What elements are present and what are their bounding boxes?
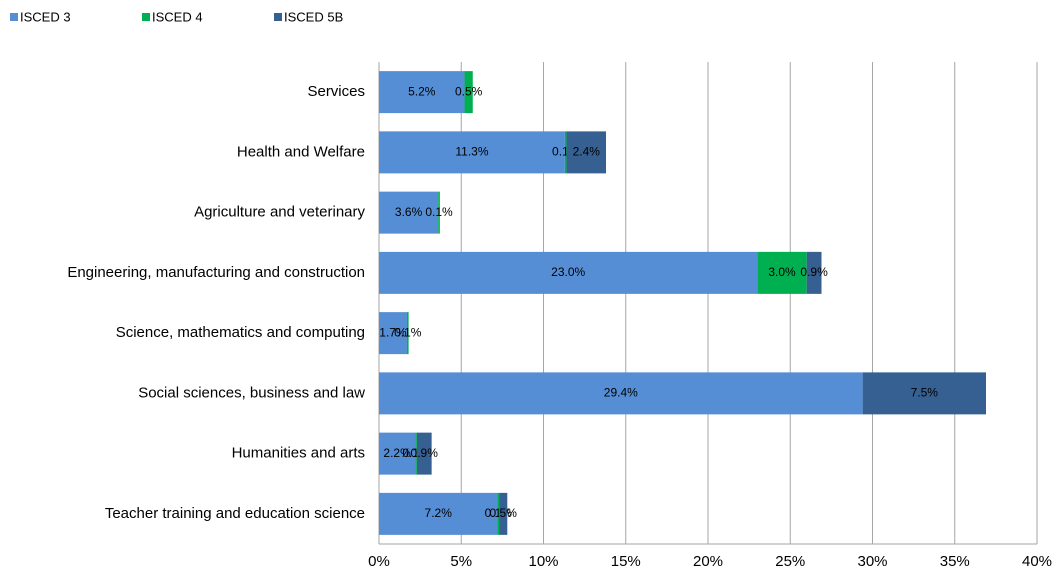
value-label: 7.2% [425, 506, 453, 520]
bar-segment [379, 131, 565, 174]
value-label: 5.2% [408, 84, 436, 98]
value-label: 0.1% [425, 205, 453, 219]
value-label: 0.9% [411, 446, 439, 460]
bar-segment [379, 312, 407, 355]
x-tick-label: 0% [368, 553, 390, 570]
value-label: 1.7% [379, 325, 407, 339]
legend-label: ISCED 5B [284, 9, 343, 24]
value-label: 0.5% [490, 506, 518, 520]
x-tick-label: 15% [611, 553, 641, 570]
value-label: 7.5% [911, 386, 939, 400]
bar-segment [415, 432, 417, 475]
legend-label: ISCED 3 [20, 9, 71, 24]
category-label: Engineering, manufacturing and construct… [67, 264, 365, 281]
bar-segment [499, 492, 508, 535]
legend-label: ISCED 4 [152, 9, 203, 24]
value-label: 23.0% [551, 265, 585, 279]
value-label: 3.0% [768, 265, 796, 279]
x-tick-label: 10% [528, 553, 558, 570]
bar-segment [438, 191, 440, 234]
bar-segment [564, 131, 567, 174]
bar-segment [464, 71, 473, 114]
category-label: Teacher training and education science [105, 505, 365, 522]
bar-segment [757, 251, 807, 294]
x-tick-label: 30% [857, 553, 887, 570]
value-label: 3.6% [395, 205, 423, 219]
category-label: Science, mathematics and computing [116, 324, 365, 341]
bar-segment [379, 492, 498, 535]
x-tick-label: 35% [940, 553, 970, 570]
legend-swatch [274, 13, 282, 21]
bar-segment [406, 312, 409, 355]
x-tick-label: 5% [450, 553, 472, 570]
legend-swatch [10, 13, 18, 21]
x-tick-label: 20% [693, 553, 723, 570]
bar-segment [379, 251, 758, 294]
legend-swatch [142, 13, 150, 21]
category-label: Humanities and arts [232, 445, 365, 462]
category-label: Agriculture and veterinary [194, 204, 365, 221]
bar-segment [566, 131, 607, 174]
category-label: Social sciences, business and law [138, 384, 365, 401]
value-label: 29.4% [604, 386, 638, 400]
bar-segment [379, 71, 465, 114]
value-label: 2.4% [573, 145, 601, 159]
value-label: 11.3% [455, 145, 488, 159]
bar-segment [416, 432, 432, 475]
value-label: 0.9% [800, 265, 828, 279]
value-label: 0.5% [455, 84, 483, 98]
x-tick-label: 25% [775, 553, 805, 570]
bar-segment [497, 492, 500, 535]
bar-segment [379, 191, 439, 234]
bar-segment [379, 372, 863, 415]
category-label: Services [307, 83, 365, 100]
value-label: 0.1% [394, 325, 422, 339]
bar-segment [379, 432, 416, 475]
bar-segment [862, 372, 987, 415]
x-tick-label: 40% [1022, 553, 1052, 570]
category-label: Health and Welfare [237, 143, 365, 160]
bar-segment [806, 251, 822, 294]
value-label: 2.2% [383, 446, 411, 460]
